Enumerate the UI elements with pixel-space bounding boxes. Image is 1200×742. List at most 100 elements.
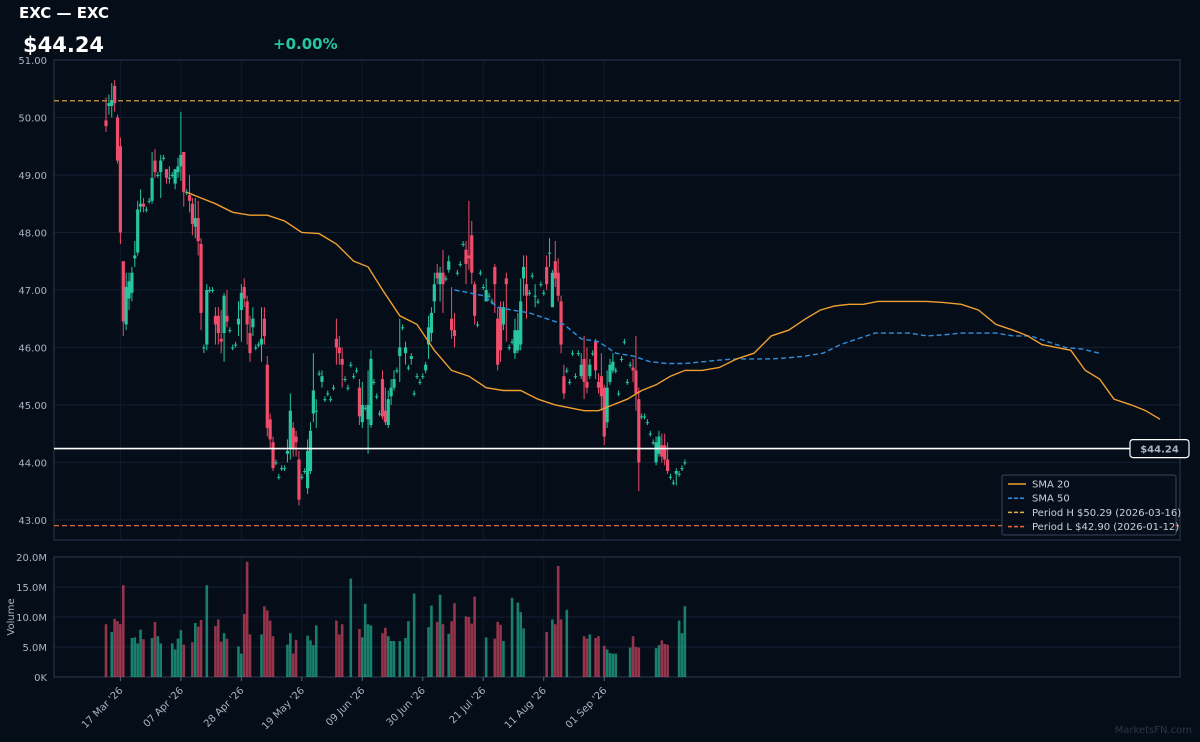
candle-body — [452, 330, 457, 336]
volume-bar — [245, 561, 249, 677]
candle-body — [657, 436, 661, 454]
candle-body — [380, 379, 385, 417]
candle-body — [651, 442, 655, 444]
volume-bar — [438, 594, 442, 677]
candle-body — [113, 85, 117, 104]
price-tick-label: 49.00 — [18, 171, 47, 182]
volume-axis-label: Volume — [6, 598, 17, 635]
candle-body — [680, 468, 684, 470]
candle-body — [156, 174, 160, 176]
volume-bar — [369, 625, 373, 677]
candle-body — [568, 381, 572, 383]
candle-body — [363, 407, 367, 409]
volume-tick-label: 5.0M — [22, 643, 47, 654]
price-tick-label: 50.00 — [18, 113, 47, 124]
volume-bar — [119, 624, 122, 677]
candle-body — [147, 200, 151, 202]
volume-bar — [366, 624, 370, 677]
volume-bar — [248, 634, 252, 677]
candle-body — [277, 476, 281, 478]
candle-body — [403, 347, 408, 354]
candle-body — [346, 387, 350, 389]
candle-body — [619, 358, 624, 360]
volume-bar — [553, 624, 557, 677]
candle-body — [375, 396, 379, 398]
volume-bar — [427, 627, 430, 677]
candle-body — [516, 330, 520, 351]
candle-body — [424, 364, 428, 371]
candle-body — [398, 347, 402, 357]
time-tick-label: 01 Sep '26 — [564, 685, 610, 731]
candle-body — [311, 390, 315, 414]
candle-body — [435, 272, 439, 279]
volume-bar — [450, 621, 453, 677]
volume-bar — [205, 585, 209, 677]
volume-bar — [271, 636, 275, 677]
candle-body — [297, 459, 301, 500]
last-price: $44.24 — [23, 33, 105, 57]
candle-body — [507, 347, 511, 349]
time-tick-label: 21 Jul '26 — [448, 685, 489, 726]
candle-body — [352, 376, 356, 378]
legend: SMA 20 SMA 50 Period H $50.29 (2026-03-16)… — [1001, 474, 1181, 536]
candle-body — [553, 261, 557, 279]
volume-bar — [110, 632, 114, 677]
candle-body — [510, 341, 514, 343]
candle-body — [591, 353, 595, 355]
candle-body — [268, 419, 272, 440]
volume-bar — [602, 645, 606, 677]
candle-body — [337, 347, 341, 354]
candle-body — [473, 284, 477, 316]
candle-body — [487, 295, 491, 297]
candle-body — [504, 278, 508, 285]
volume-bar — [139, 629, 142, 677]
candle-body — [599, 376, 603, 397]
volume-bar — [159, 643, 163, 677]
candle-body — [660, 445, 664, 457]
candle-body — [447, 261, 451, 270]
volume-bar — [628, 647, 632, 677]
candle-body — [285, 450, 290, 454]
candle-body — [562, 376, 566, 394]
candle-body — [236, 318, 241, 325]
volume-bar — [519, 612, 523, 677]
candle-body — [594, 341, 598, 371]
volume-tick-label: 15.0M — [16, 583, 47, 594]
candle-body — [496, 318, 500, 365]
volume-bar — [565, 609, 569, 677]
volume-bar — [582, 636, 586, 677]
candle-body — [110, 100, 114, 106]
candle-body — [257, 344, 261, 346]
candle-body — [461, 243, 465, 245]
volume-bar — [263, 606, 266, 677]
volume-bar — [631, 636, 635, 677]
candle-body — [383, 410, 387, 423]
price-tick-label: 43.00 — [18, 516, 47, 527]
candle-body — [421, 376, 425, 378]
candle-body — [614, 370, 618, 372]
legend-entry: SMA 50 — [1032, 494, 1070, 505]
candle-body — [579, 364, 583, 377]
last-price-marker: $44.24 — [54, 438, 1190, 459]
volume-bar — [176, 638, 180, 677]
volume-bar — [585, 638, 589, 677]
candle-body — [628, 364, 632, 366]
candle-body — [291, 427, 295, 449]
candle-body — [239, 292, 243, 311]
candle-body — [608, 364, 612, 382]
volume-bar — [179, 630, 183, 677]
candle-body — [199, 243, 203, 313]
candle-body — [674, 471, 678, 474]
candle-body — [467, 255, 471, 259]
last-price-badge-label: $44.24 — [1140, 445, 1179, 456]
grid-lines — [54, 59, 1180, 678]
volume-bar — [441, 624, 445, 677]
candle-body — [536, 301, 540, 303]
volume-bar — [381, 633, 384, 677]
candle-body — [533, 295, 537, 297]
price-tick-label: 48.00 — [18, 228, 47, 239]
volume-bar — [386, 636, 390, 677]
volume-bar — [545, 632, 548, 677]
volume-bar — [130, 638, 134, 677]
